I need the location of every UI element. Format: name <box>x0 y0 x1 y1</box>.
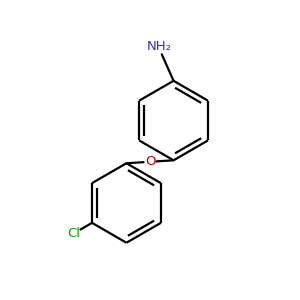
Text: NH₂: NH₂ <box>146 40 171 53</box>
Text: O: O <box>145 155 155 168</box>
Text: Cl: Cl <box>68 227 81 240</box>
